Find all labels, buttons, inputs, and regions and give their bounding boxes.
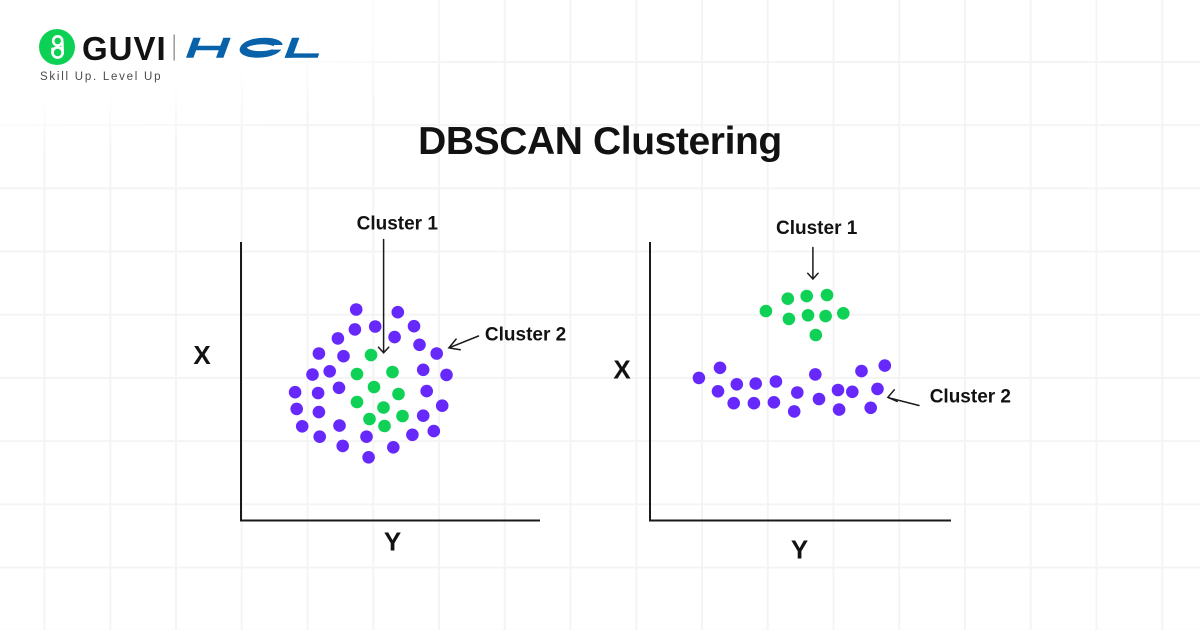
svg-text:Y: Y — [791, 535, 808, 565]
svg-text:Cluster 1: Cluster 1 — [776, 218, 858, 239]
svg-text:Cluster 2: Cluster 2 — [930, 386, 1011, 407]
svg-text:DBSCAN Clustering: DBSCAN Clustering — [418, 120, 782, 163]
svg-text:Y: Y — [384, 527, 401, 557]
svg-text:GUVI: GUVI — [82, 30, 167, 67]
svg-text:Skill Up. Level Up: Skill Up. Level Up — [40, 71, 162, 83]
svg-text:Cluster 2: Cluster 2 — [485, 324, 566, 345]
svg-text:Cluster 1: Cluster 1 — [357, 213, 439, 234]
svg-text:X: X — [613, 355, 631, 385]
svg-text:X: X — [193, 340, 211, 370]
